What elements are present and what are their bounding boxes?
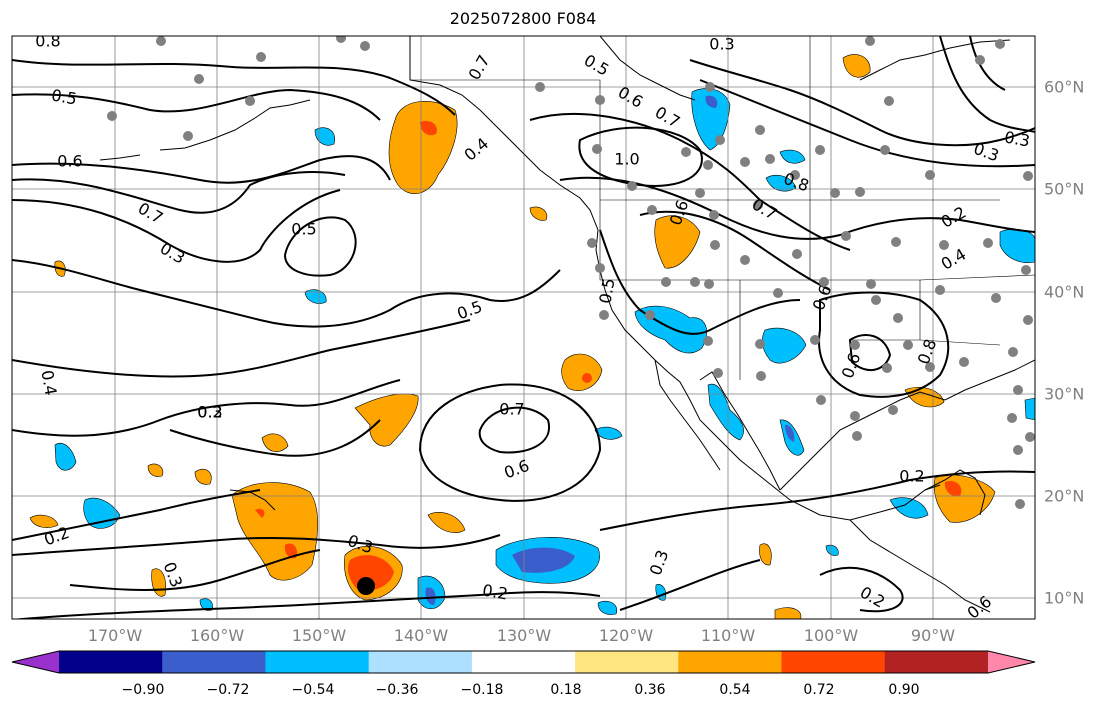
contour-value-label: 0.2 xyxy=(899,467,924,486)
contour-value-label: 0.8 xyxy=(35,32,60,51)
lon-label: 170°W xyxy=(87,626,143,645)
contour-value-label: 0.2 xyxy=(481,580,509,603)
lon-label: 150°W xyxy=(291,626,347,645)
lon-label: 90°W xyxy=(910,626,956,645)
station-dots xyxy=(107,36,1035,509)
contour-value-label: 0.3 xyxy=(197,403,222,422)
lon-label: 160°W xyxy=(189,626,245,645)
coastlines xyxy=(99,36,1035,613)
lon-label: 100°W xyxy=(803,626,859,645)
contour-lines xyxy=(12,36,1035,619)
colorbar-tick-label: 0.54 xyxy=(719,682,751,698)
contour-value-label: 0.3 xyxy=(709,35,734,54)
contour-value-label: 0.5 xyxy=(291,220,316,239)
colorbar-tick-label: 0.36 xyxy=(634,682,666,698)
contour-value-label: 0.5 xyxy=(50,85,78,108)
colorbar-segment xyxy=(265,651,370,673)
colorbar-tick-label: 0.18 xyxy=(550,682,582,698)
colorbar-segment xyxy=(884,651,989,673)
colorbar-segment xyxy=(678,651,783,673)
colorbar-segment xyxy=(59,651,163,673)
lon-label: 130°W xyxy=(496,626,552,645)
colorbar-segment xyxy=(162,651,266,673)
contour-value-label: 0.3 xyxy=(1003,127,1031,150)
lat-label: 10°N xyxy=(1044,588,1085,608)
lat-label: 20°N xyxy=(1044,486,1085,506)
contour-value-label: 0.5 xyxy=(595,277,618,305)
colorbar-extend-low xyxy=(12,651,59,673)
colorbar-tick-label: −0.18 xyxy=(460,682,504,698)
lon-label: 140°W xyxy=(393,626,449,645)
colorbar xyxy=(11,650,1036,674)
contour-value-label: 0.2 xyxy=(197,403,222,422)
lat-lon-grid xyxy=(12,36,1035,619)
contour-value-label: 0.6 xyxy=(57,152,82,171)
colorbar-segment xyxy=(471,651,576,673)
colorbar-segment xyxy=(368,651,473,673)
colorbar-segment xyxy=(781,651,886,673)
storm-center-icon xyxy=(357,577,375,595)
lat-label: 30°N xyxy=(1044,384,1085,404)
colorbar-tick-label: −0.54 xyxy=(291,682,335,698)
colorbar-tick-label: −0.36 xyxy=(375,682,419,698)
map-title: 2025072800 F084 xyxy=(449,9,597,28)
lat-label: 50°N xyxy=(1044,179,1085,199)
shaded-negative-regions xyxy=(54,88,1035,615)
colorbar-tick-label: −0.72 xyxy=(206,682,250,698)
colorbar-tick-label: 0.72 xyxy=(803,682,835,698)
colorbar-tick-label: 0.90 xyxy=(888,682,920,698)
contour-value-label: 0.4 xyxy=(37,369,60,397)
contour-value-label: 0.7 xyxy=(499,400,524,419)
colorbar-tick-label: −0.90 xyxy=(121,682,165,698)
lon-label: 120°W xyxy=(598,626,654,645)
lat-label: 40°N xyxy=(1044,282,1085,302)
contour-value-label: 1.0 xyxy=(614,150,639,169)
colorbar-segment xyxy=(575,651,679,673)
colorbar-extend-high xyxy=(988,651,1035,673)
lat-label: 60°N xyxy=(1044,77,1085,97)
lon-label: 110°W xyxy=(700,626,756,645)
